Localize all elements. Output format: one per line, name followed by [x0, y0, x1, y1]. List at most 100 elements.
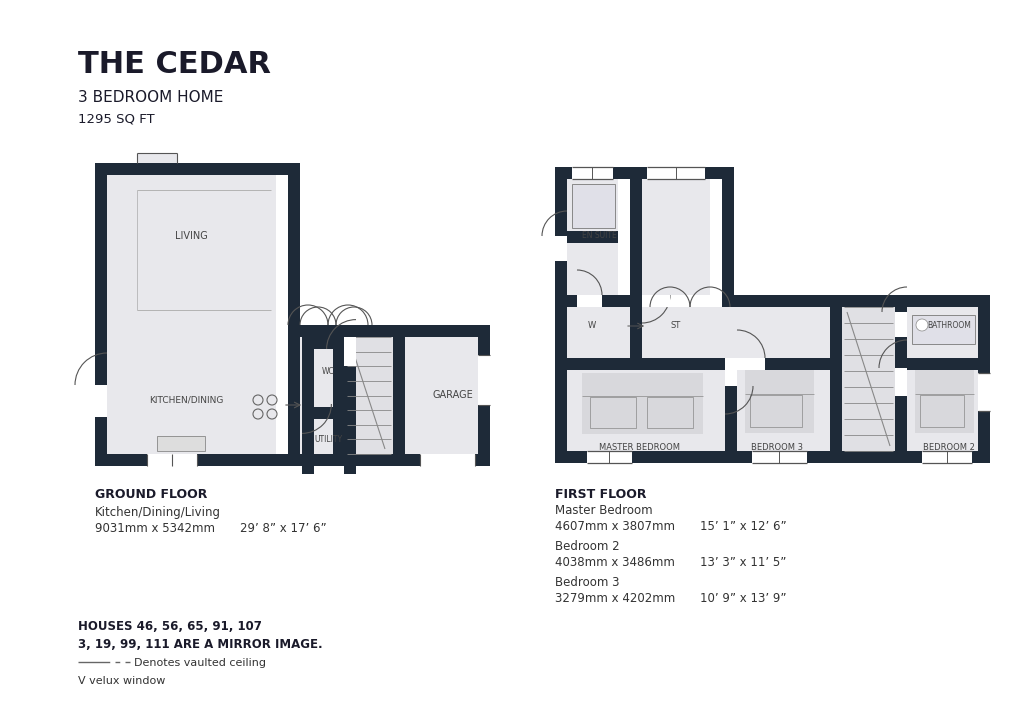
Text: W: W: [587, 322, 595, 330]
Bar: [343, 337, 356, 474]
Bar: [392, 325, 405, 466]
Text: GROUND FLOOR: GROUND FLOOR: [95, 488, 207, 501]
Bar: [302, 407, 356, 419]
Bar: [567, 358, 829, 370]
Bar: [911, 315, 974, 344]
Bar: [405, 325, 489, 454]
Bar: [630, 167, 641, 370]
Text: HOUSES 46, 56, 65, 91, 107: HOUSES 46, 56, 65, 91, 107: [77, 620, 262, 633]
Bar: [332, 325, 344, 466]
Bar: [343, 337, 356, 366]
Text: KITCHEN/DINING: KITCHEN/DINING: [149, 396, 223, 404]
Bar: [95, 385, 107, 417]
Text: 13’ 3” x 11’ 5”: 13’ 3” x 11’ 5”: [699, 556, 786, 569]
Bar: [137, 153, 177, 163]
Text: 29’ 8” x 17’ 6”: 29’ 8” x 17’ 6”: [239, 522, 326, 535]
Bar: [95, 163, 300, 175]
Text: Denotes vaulted ceiling: Denotes vaulted ceiling: [133, 658, 266, 668]
Bar: [641, 167, 709, 295]
Text: UTILITY: UTILITY: [314, 435, 341, 443]
Bar: [300, 325, 332, 454]
Bar: [911, 315, 974, 344]
Bar: [721, 295, 989, 307]
Bar: [647, 397, 693, 428]
Bar: [737, 358, 829, 451]
Bar: [95, 163, 107, 466]
Bar: [977, 295, 989, 463]
Bar: [751, 451, 806, 463]
Text: 15’ 1” x 12’ 6”: 15’ 1” x 12’ 6”: [699, 520, 786, 533]
Bar: [749, 395, 801, 427]
Bar: [829, 307, 894, 451]
Bar: [554, 167, 721, 179]
Bar: [894, 368, 906, 396]
Text: 4038mm x 3486mm: 4038mm x 3486mm: [554, 556, 675, 569]
Text: 1295 SQ FT: 1295 SQ FT: [77, 112, 155, 125]
Bar: [554, 295, 641, 307]
Text: WC: WC: [321, 368, 334, 376]
Bar: [744, 370, 813, 433]
Bar: [147, 454, 197, 466]
Bar: [906, 307, 989, 358]
Bar: [894, 312, 906, 337]
Text: Bedroom 3: Bedroom 3: [554, 576, 619, 589]
Bar: [646, 167, 704, 179]
Bar: [420, 454, 475, 466]
Text: FIRST FLOOR: FIRST FLOOR: [554, 488, 646, 501]
Bar: [478, 355, 489, 405]
Bar: [725, 358, 737, 386]
Bar: [554, 451, 989, 463]
Text: THE CEDAR: THE CEDAR: [77, 50, 271, 79]
Bar: [287, 325, 357, 337]
Text: Master Bedroom: Master Bedroom: [554, 504, 652, 517]
Text: ST: ST: [671, 322, 681, 330]
Bar: [919, 395, 963, 427]
Bar: [567, 231, 618, 243]
Bar: [554, 236, 567, 261]
Bar: [977, 373, 989, 411]
Bar: [829, 295, 841, 463]
Bar: [582, 373, 702, 434]
Text: V velux window: V velux window: [77, 676, 165, 686]
Bar: [567, 167, 618, 295]
Bar: [641, 295, 669, 307]
Circle shape: [915, 319, 927, 331]
Bar: [572, 167, 612, 179]
Bar: [567, 307, 977, 358]
Text: MASTER BEDROOM: MASTER BEDROOM: [599, 443, 680, 451]
Text: 3279mm x 4202mm: 3279mm x 4202mm: [554, 592, 675, 605]
Text: GARAGE: GARAGE: [432, 390, 473, 400]
Text: 3 BEDROOM HOME: 3 BEDROOM HOME: [77, 90, 223, 105]
Bar: [721, 167, 734, 307]
Text: 4607mm x 3807mm: 4607mm x 3807mm: [554, 520, 675, 533]
Bar: [589, 397, 636, 428]
Text: BEDROOM 3: BEDROOM 3: [750, 443, 802, 451]
Bar: [554, 167, 567, 463]
Bar: [737, 358, 764, 370]
Text: LIVING: LIVING: [174, 231, 207, 241]
Bar: [157, 436, 205, 451]
Text: Bedroom 2: Bedroom 2: [554, 540, 619, 553]
Text: Kitchen/Dining/Living: Kitchen/Dining/Living: [95, 506, 221, 519]
Bar: [344, 325, 357, 337]
Text: BATHROOM: BATHROOM: [926, 322, 970, 330]
Bar: [894, 295, 906, 463]
Bar: [914, 370, 973, 433]
Bar: [906, 358, 989, 370]
Bar: [107, 175, 276, 325]
Bar: [302, 337, 356, 349]
Text: EN SUITE: EN SUITE: [581, 231, 615, 241]
Bar: [572, 184, 614, 228]
Bar: [344, 325, 392, 454]
Text: BEDROOM 2: BEDROOM 2: [922, 443, 974, 451]
Bar: [478, 325, 489, 466]
Bar: [906, 358, 989, 451]
Bar: [344, 325, 489, 337]
Bar: [157, 436, 205, 451]
Bar: [287, 163, 300, 325]
Text: 10’ 9” x 13’ 9”: 10’ 9” x 13’ 9”: [699, 592, 786, 605]
Bar: [302, 337, 314, 474]
Bar: [577, 295, 601, 307]
Bar: [107, 325, 276, 454]
Bar: [567, 358, 725, 451]
